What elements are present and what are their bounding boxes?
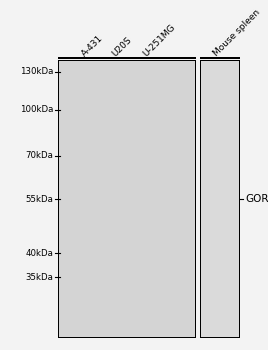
Text: GORAB: GORAB [245,194,268,204]
Text: 100kDa: 100kDa [20,105,53,114]
Text: 35kDa: 35kDa [25,273,53,281]
Text: U20S: U20S [111,35,134,58]
Text: A-431: A-431 [80,33,105,58]
Text: 55kDa: 55kDa [25,195,53,203]
Text: U-251MG: U-251MG [142,22,177,58]
Text: 40kDa: 40kDa [25,248,53,258]
Text: 130kDa: 130kDa [20,68,53,77]
Text: Mouse spleen: Mouse spleen [212,8,262,58]
Text: 70kDa: 70kDa [25,152,53,161]
